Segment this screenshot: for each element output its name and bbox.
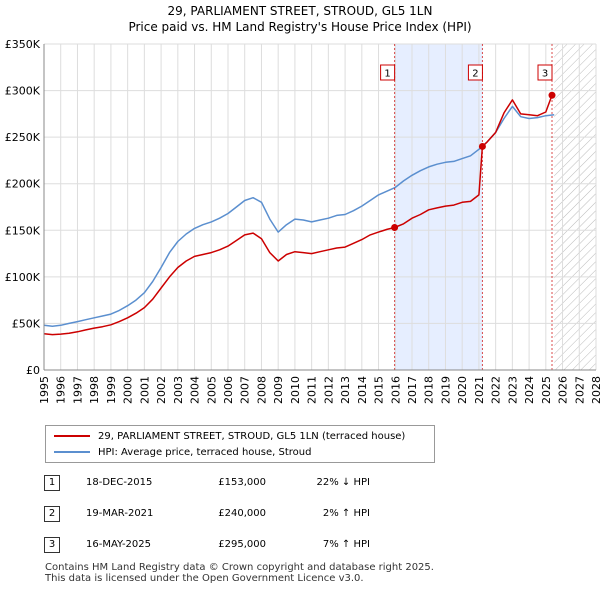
sale-date: 19-MAR-2021 <box>86 508 154 519</box>
legend-swatch-property <box>54 435 90 437</box>
sale-marker-number: 2 <box>44 506 60 522</box>
x-tick-label: 2008 <box>255 376 268 404</box>
x-tick-label: 1999 <box>105 376 118 404</box>
x-tick-label: 2007 <box>239 376 252 404</box>
x-tick-label: 2018 <box>423 376 436 404</box>
legend-item-property: 29, PARLIAMENT STREET, STROUD, GL5 1LN (… <box>54 429 405 443</box>
sale-label-number: 3 <box>542 69 548 80</box>
price-chart: 1 2 3 £0 £50K £100K £150K £200K £250K £300K £350K… <box>5 38 600 404</box>
x-tick-label: 2014 <box>356 376 369 404</box>
x-tick-label: 2006 <box>222 376 235 404</box>
x-tick-label: 2016 <box>389 376 402 404</box>
y-tick-label: £100K <box>5 271 41 284</box>
x-tick-label: 2000 <box>122 376 135 404</box>
x-tick-label: 2015 <box>373 376 386 404</box>
y-tick-label: £350K <box>5 38 41 51</box>
hatched-forecast-area <box>554 44 596 370</box>
x-tick-label: 2009 <box>272 376 285 404</box>
x-tick-label: 2002 <box>155 376 168 404</box>
x-tick-label: 2013 <box>339 376 352 404</box>
sale-label-number: 2 <box>472 69 478 80</box>
sale-date: 16-MAY-2025 <box>86 539 152 550</box>
x-tick-label: 2027 <box>573 376 586 404</box>
x-tick-label: 1997 <box>71 376 84 404</box>
chart-legend: 29, PARLIAMENT STREET, STROUD, GL5 1LN (… <box>45 425 435 463</box>
sale-date: 18-DEC-2015 <box>86 477 153 488</box>
sale-price: £295,000 <box>218 539 266 550</box>
table-row: 2 19-MAR-2021 £240,000 2% ↑ HPI <box>0 506 600 526</box>
series-line-hpi <box>43 105 555 327</box>
sale-marker-number: 1 <box>44 475 60 491</box>
x-tick-label: 2024 <box>523 376 536 404</box>
sale-label-box <box>380 64 396 81</box>
x-tick-label: 2017 <box>406 376 419 404</box>
x-tick-label: 2003 <box>172 376 185 404</box>
x-tick-label: 2011 <box>306 376 319 404</box>
x-tick-label: 2021 <box>473 376 486 404</box>
table-row: 1 18-DEC-2015 £153,000 22% ↓ HPI <box>0 475 600 495</box>
sale-hpi-diff: 7% ↑ HPI <box>322 539 370 550</box>
x-tick-label: 1995 <box>38 376 51 404</box>
x-tick-label: 2028 <box>590 376 600 404</box>
sale-price: £153,000 <box>218 477 266 488</box>
chart-subtitle: Price paid vs. HM Land Registry's House … <box>128 20 472 34</box>
series-line-property <box>43 94 553 336</box>
y-tick-label: £150K <box>5 224 41 237</box>
sale-label-box <box>467 64 483 81</box>
x-tick-label: 2001 <box>138 376 151 404</box>
x-tick-label: 2012 <box>322 376 335 404</box>
table-row: 3 16-MAY-2025 £295,000 7% ↑ HPI <box>0 537 600 557</box>
x-tick-label: 2022 <box>490 376 503 404</box>
y-tick-label: £50K <box>12 317 41 330</box>
sale-point <box>478 142 486 150</box>
legend-label-hpi: HPI: Average price, terraced house, Stro… <box>98 446 312 458</box>
sale-marker-number: 3 <box>44 537 60 553</box>
x-tick-label: 2004 <box>189 376 202 404</box>
legend-swatch-hpi <box>54 451 90 453</box>
x-tick-label: 1996 <box>55 376 68 404</box>
y-tick-label: £300K <box>5 85 41 98</box>
sale-price: £240,000 <box>218 508 266 519</box>
x-tick-label: 2020 <box>456 376 469 404</box>
footer: Contains HM Land Registry data © Crown c… <box>45 562 434 584</box>
x-tick-label: 2025 <box>540 376 553 404</box>
x-tick-label: 2010 <box>289 376 302 404</box>
sale-point <box>548 91 556 99</box>
chart-title: 29, PARLIAMENT STREET, STROUD, GL5 1LN <box>167 4 433 18</box>
sale-point <box>391 223 399 231</box>
y-tick-label: £250K <box>5 131 41 144</box>
y-tick-label: £200K <box>5 178 41 191</box>
legend-item-hpi: HPI: Average price, terraced house, Stro… <box>54 445 311 459</box>
footer-licence: This data is licensed under the Open Gov… <box>45 573 364 584</box>
x-tick-label: 2026 <box>557 376 570 404</box>
x-tick-label: 2005 <box>205 376 218 404</box>
legend-label-property: 29, PARLIAMENT STREET, STROUD, GL5 1LN (… <box>98 430 406 442</box>
sale-label-box <box>537 64 553 81</box>
x-tick-label: 2019 <box>439 376 452 404</box>
sale-label-number: 1 <box>384 69 390 80</box>
footer-copyright: Contains HM Land Registry data © Crown c… <box>45 562 434 573</box>
x-tick-label: 2023 <box>506 376 519 404</box>
y-tick-label: £0 <box>26 364 40 377</box>
x-tick-label: 1998 <box>88 376 101 404</box>
sale-hpi-diff: 22% ↓ HPI <box>316 477 370 488</box>
sale-hpi-diff: 2% ↑ HPI <box>322 508 370 519</box>
